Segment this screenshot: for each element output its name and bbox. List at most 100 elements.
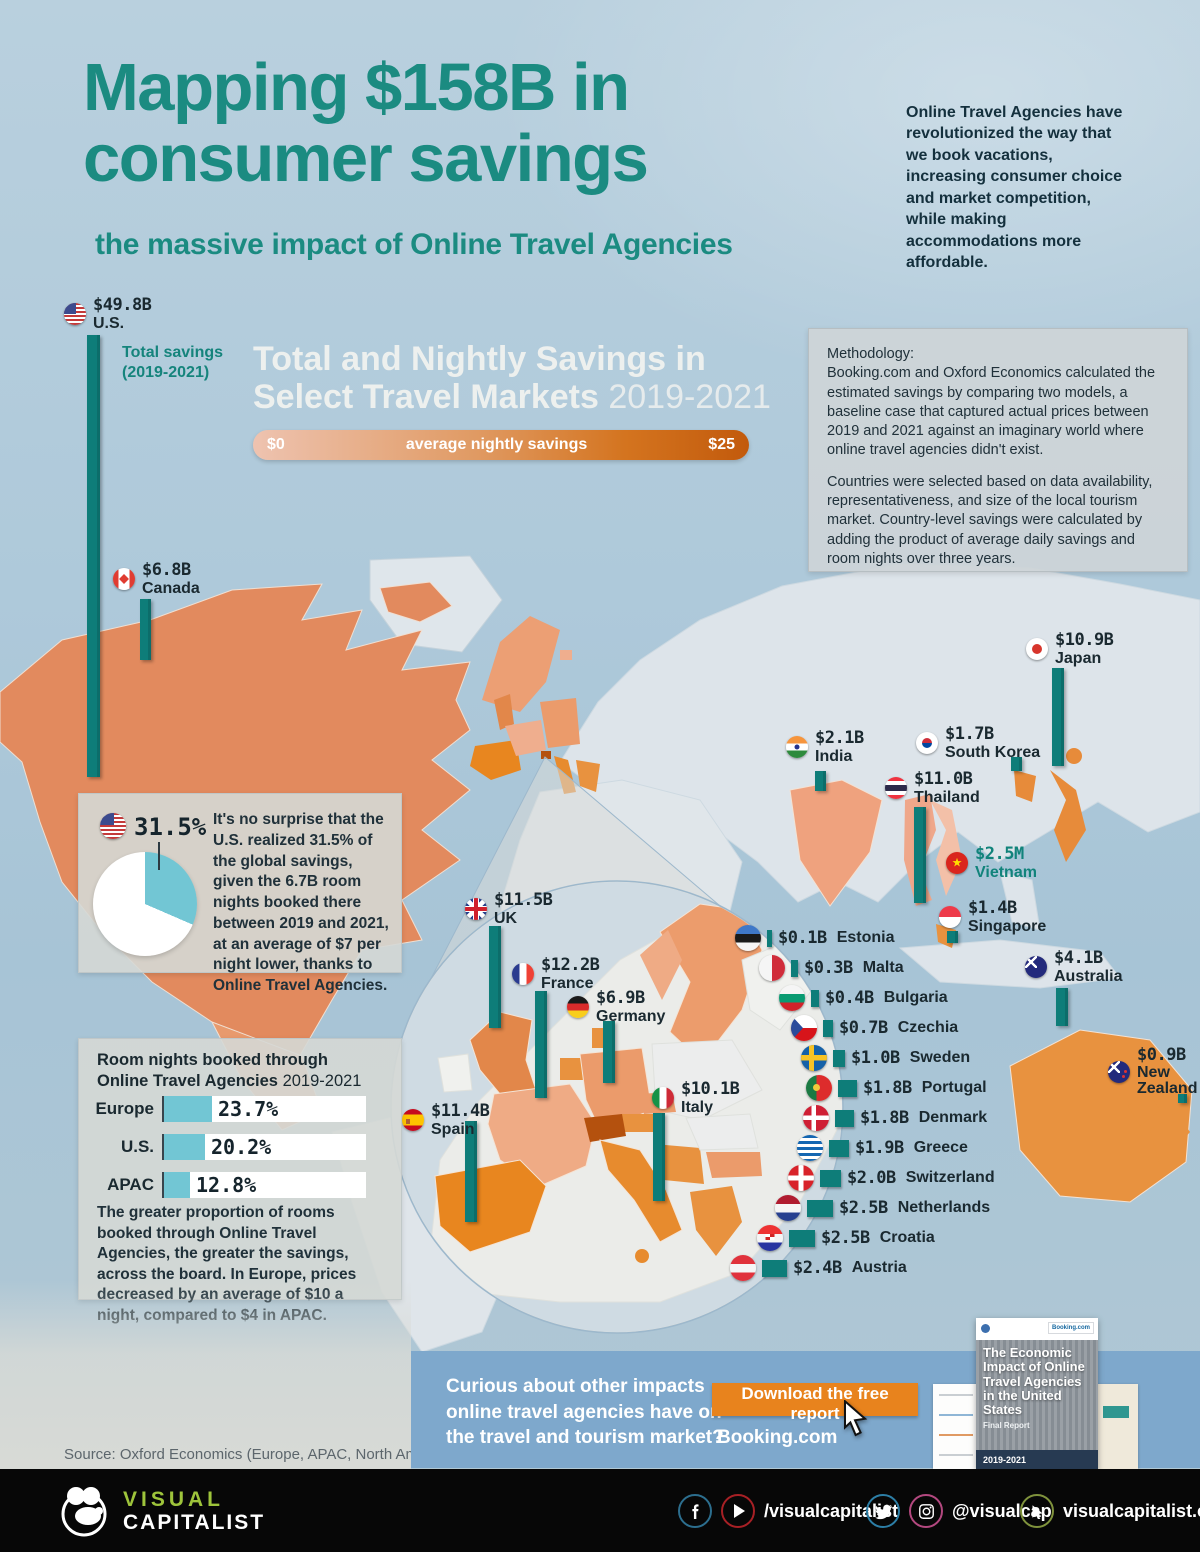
australia-flag-icon [1025, 956, 1047, 979]
social-facebook-youtube[interactable]: /visualcapitalist [678, 1494, 898, 1528]
marker-japan: $10.9B Japan [1026, 631, 1114, 667]
us-savings-bar [87, 335, 100, 777]
canada-savings-bar [140, 599, 151, 660]
mini-portugal: $1.8B Portugal [806, 1075, 987, 1101]
marker-us: $49.8B U.S. [64, 296, 152, 332]
portugal-flag-icon [806, 1075, 832, 1101]
estonia-flag-icon [735, 925, 761, 951]
mini-malta: $0.3B Malta [759, 955, 904, 981]
austria-flag-icon [730, 1255, 756, 1281]
oxford-logo-icon [981, 1324, 990, 1333]
us-flag-icon [64, 303, 86, 326]
page-subtitle: the massive impact of Online Travel Agen… [95, 228, 733, 261]
us-share-pie-chart [93, 852, 197, 956]
instagram-icon[interactable] [909, 1494, 943, 1528]
marker-germany: $6.9B Germany [567, 989, 665, 1025]
italy-flag-icon [652, 1087, 674, 1110]
world-map [0, 555, 1200, 1353]
logo-visual-text: VISUAL [123, 1487, 225, 1511]
japan-flag-icon [1026, 638, 1048, 661]
facebook-icon[interactable] [678, 1494, 712, 1528]
cta-question: Curious about other impacts online trave… [446, 1376, 724, 1449]
marker-new-zealand: $0.9B New Zealand [1108, 1046, 1200, 1098]
south-korea-flag-icon [916, 732, 938, 755]
footer-bar [0, 1469, 1200, 1552]
booking-logo-text: Booking.com [717, 1427, 838, 1448]
marker-south-korea: $1.7B South Korea [916, 725, 1040, 761]
spain-savings-bar [465, 1121, 477, 1222]
room-nights-row-europe: Europe 23.7% [78, 1096, 366, 1122]
marker-india: $2.1B India [786, 729, 864, 765]
nightly-savings-gradient-legend: $0 average nightly savings $25 [253, 430, 749, 460]
report-subtitle: Final Report [983, 1421, 1030, 1430]
japan-savings-bar [1052, 668, 1064, 766]
switzerland-flag-icon [788, 1165, 814, 1191]
room-nights-row-apac: APAC 12.8% [78, 1172, 366, 1198]
netherlands-flag-icon [775, 1195, 801, 1221]
mini-bulgaria: $0.4B Bulgaria [779, 985, 948, 1011]
south-korea-savings-bar [1011, 757, 1022, 771]
mini-estonia: $0.1B Estonia [735, 925, 894, 951]
malta-flag-icon [759, 955, 785, 981]
marker-canada: $6.8B Canada [113, 561, 200, 597]
legend-title: Total and Nightly Savings in Select Trav… [253, 340, 771, 417]
france-flag-icon [512, 963, 534, 986]
new-zealand-savings-bar [1178, 1094, 1187, 1103]
mini-austria: $2.4B Austria [730, 1255, 907, 1281]
singapore-flag-icon [939, 906, 961, 929]
mini-switzerland: $2.0B Switzerland [788, 1165, 995, 1191]
uk-flag-icon [465, 898, 487, 921]
gradient-max: $25 [708, 436, 735, 453]
czechia-flag-icon [791, 1015, 817, 1041]
mini-netherlands: $2.5B Netherlands [775, 1195, 990, 1221]
france-savings-bar [535, 991, 547, 1098]
download-report-button[interactable]: Download the free report [712, 1383, 918, 1423]
bulgaria-flag-icon [779, 985, 805, 1011]
mouse-cursor-icon [844, 1400, 868, 1437]
mini-sweden: $1.0B Sweden [801, 1045, 970, 1071]
greece-flag-icon [797, 1135, 823, 1161]
room-nights-box [78, 1038, 402, 1300]
germany-flag-icon [567, 996, 589, 1019]
denmark-flag-icon [803, 1105, 829, 1131]
source-text: Source: Oxford Economics (Europe, APAC, … [64, 1446, 456, 1463]
methodology-para1: Booking.com and Oxford Economics calcula… [827, 365, 1156, 459]
us-share-percentage: 31.5% [134, 813, 207, 841]
bottom-haze [0, 1280, 411, 1469]
booking-logo-small: Booking.com [1047, 1322, 1094, 1334]
twitter-icon[interactable] [866, 1494, 900, 1528]
spain-flag-icon [402, 1109, 424, 1132]
cursor-icon[interactable] [1020, 1494, 1054, 1528]
new-zealand-flag-icon [1108, 1061, 1130, 1084]
us-flag-icon [100, 813, 126, 839]
australia-savings-bar [1056, 988, 1068, 1026]
germany-savings-bar [603, 1021, 615, 1083]
youtube-icon[interactable] [721, 1494, 755, 1528]
intro-paragraph: Online Travel Agencies have revolutioniz… [906, 104, 1123, 272]
report-cover-header: Booking.com [976, 1318, 1098, 1340]
report-cover[interactable]: Booking.com The Economic Impact of Onlin… [976, 1318, 1098, 1470]
methodology-heading: Methodology: [827, 346, 915, 362]
thailand-flag-icon [885, 777, 907, 800]
visual-capitalist-logo-icon [61, 1487, 107, 1537]
gradient-label: average nightly savings [405, 436, 588, 453]
gradient-min: $0 [267, 436, 285, 453]
pie-callout-line [158, 842, 160, 870]
mini-denmark: $1.8B Denmark [803, 1105, 987, 1131]
room-nights-row-us: U.S. 20.2% [78, 1134, 366, 1160]
thailand-savings-bar [914, 807, 926, 903]
visual-capitalist-logo[interactable]: VISUAL CAPITALIST [55, 1484, 265, 1538]
report-years: 2019-2021 [976, 1450, 1098, 1470]
canada-flag-icon [113, 568, 135, 591]
india-savings-bar [815, 771, 826, 791]
social-website[interactable]: visualcapitalist.com [1020, 1494, 1200, 1528]
uk-savings-bar [489, 926, 501, 1028]
marker-france: $12.2B France [512, 956, 600, 992]
report-title: The Economic Impact of Online Travel Age… [983, 1345, 1085, 1418]
methodology-para2: Countries were selected based on data av… [827, 473, 1153, 567]
us-share-text: It's no surprise that the U.S. realized … [213, 811, 389, 995]
logo-capitalist-text: CAPITALIST [123, 1511, 266, 1534]
india-flag-icon [786, 736, 808, 759]
